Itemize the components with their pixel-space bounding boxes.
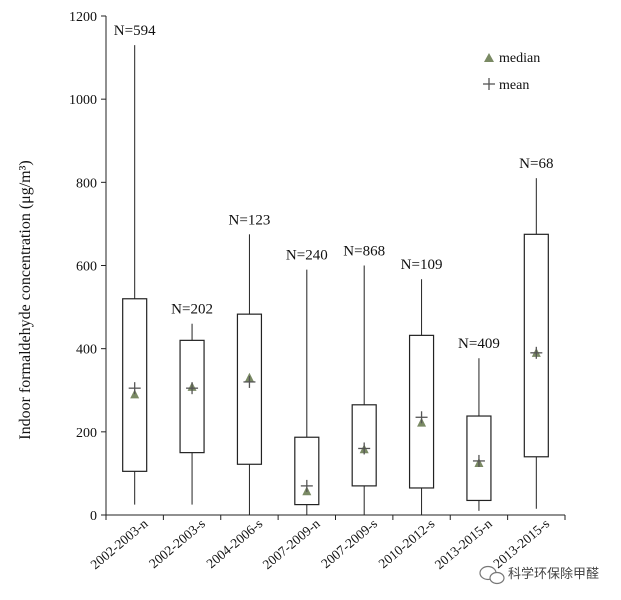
n-label: N=868 [343,244,385,260]
iqr-box [179,339,205,454]
x-category-label: 2013-2015-s [490,516,552,571]
iqr-box [523,233,549,458]
box-2010-2012-s: N=109 [401,257,443,515]
watermark: 科学环保除甲醛 [479,565,599,585]
n-label: N=68 [519,156,553,172]
y-tick-label: 800 [76,176,97,191]
iqr-box [236,313,263,465]
box-2013-2015-n: N=409 [458,336,500,511]
x-category-label: 2002-2003-n [88,516,151,572]
watermark-text: 科学环保除甲醛 [508,566,599,582]
legend-mean-label: mean [499,78,529,93]
x-category-label: 2007-2009-n [260,516,323,572]
x-category-label: 2002-2003-s [146,516,208,571]
y-axis: 0 200 400 600 800 1000 1200 [69,10,107,524]
y-tick-label: 200 [76,426,97,441]
n-label: N=123 [229,212,271,228]
x-category-label: 2004-2006-s [203,516,265,571]
box-2013-2015-s: N=68 [519,156,553,509]
box-2002-2003-s: N=202 [171,302,213,505]
legend-median-marker [484,53,494,62]
n-label: N=409 [458,336,500,352]
y-tick-label: 1200 [69,10,97,25]
box-2002-2003-n: N=594 [114,23,156,505]
n-label: N=594 [114,23,156,39]
x-axis: 2002-2003-n2002-2003-s2004-2006-s2007-20… [88,514,566,572]
y-tick-label: 0 [90,509,97,524]
box-2007-2009-s: N=868 [343,244,385,515]
x-category-label: 2013-2015-n [432,516,495,572]
box-2004-2006-s: N=123 [229,212,271,515]
n-label: N=202 [171,302,213,318]
x-category-label: 2010-2012-s [376,516,438,571]
y-tick-label: 400 [76,343,97,358]
y-tick-label: 600 [76,260,97,275]
y-axis-label: Indoor formaldehyde concentration (μg/m³… [17,160,34,440]
legend: median mean [483,51,540,93]
wechat-bubble-icon [479,565,505,585]
legend-median-label: median [499,51,540,66]
y-tick-label: 1000 [69,93,97,108]
n-label: N=109 [401,257,443,273]
boxes-group: N=594 N=202 N=123 N=240 N=868 N=109 N=409 N=68 [114,23,553,515]
n-label: N=240 [286,248,328,264]
box-2007-2009-n: N=240 [286,248,328,515]
x-category-label: 2007-2009-s [318,516,380,571]
